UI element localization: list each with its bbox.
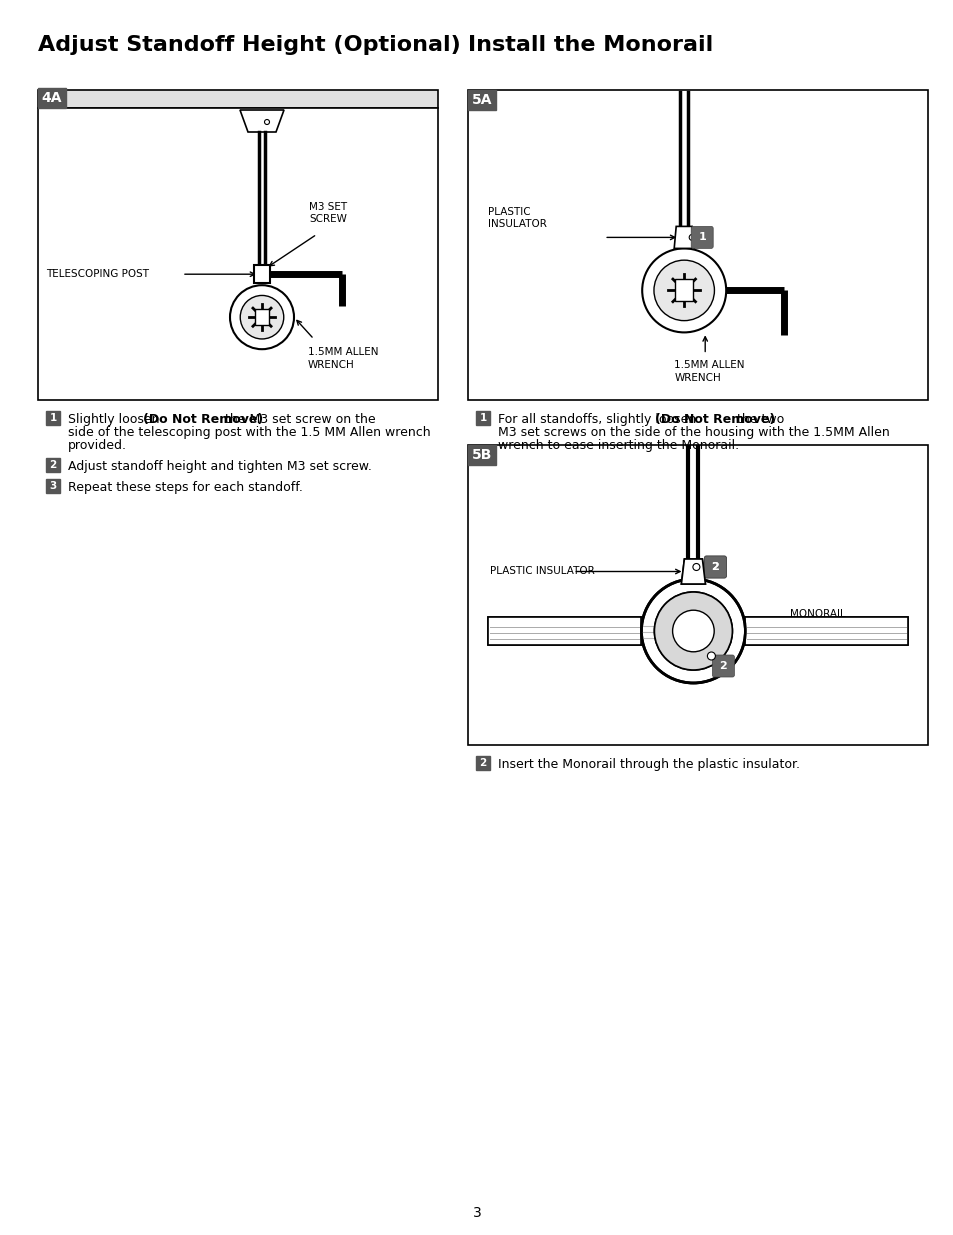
FancyBboxPatch shape xyxy=(703,556,725,578)
Bar xyxy=(46,479,60,493)
Circle shape xyxy=(640,579,744,683)
Text: 1: 1 xyxy=(478,412,486,424)
Text: 3: 3 xyxy=(472,1207,481,1220)
Bar xyxy=(468,90,927,400)
Polygon shape xyxy=(680,559,704,584)
Bar xyxy=(46,458,60,472)
Text: side of the telescoping post with the 1.5 MM Allen wrench: side of the telescoping post with the 1.… xyxy=(68,426,430,438)
Text: the two: the two xyxy=(733,412,784,426)
Text: M3 SET
SCREW: M3 SET SCREW xyxy=(309,201,347,225)
Text: 2: 2 xyxy=(719,661,726,671)
Bar xyxy=(468,445,496,466)
Bar xyxy=(476,756,490,769)
Polygon shape xyxy=(674,226,694,248)
Text: provided.: provided. xyxy=(68,438,127,452)
Text: the M3 set screw on the: the M3 set screw on the xyxy=(221,412,375,426)
Text: 1.5MM ALLEN
WRENCH: 1.5MM ALLEN WRENCH xyxy=(674,361,744,383)
Text: 1: 1 xyxy=(698,232,705,242)
Bar xyxy=(46,411,60,425)
Text: TELESCOPING POST: TELESCOPING POST xyxy=(46,269,149,279)
Circle shape xyxy=(264,120,269,125)
Text: 2: 2 xyxy=(711,562,719,572)
Text: Repeat these steps for each standoff.: Repeat these steps for each standoff. xyxy=(68,480,302,494)
Text: 4A: 4A xyxy=(42,91,62,105)
Text: 5B: 5B xyxy=(472,448,492,462)
Circle shape xyxy=(240,295,283,338)
Text: PLASTIC
INSULATOR: PLASTIC INSULATOR xyxy=(488,207,546,230)
Polygon shape xyxy=(240,110,284,132)
Circle shape xyxy=(692,563,700,571)
Bar xyxy=(488,618,907,645)
Bar xyxy=(254,309,269,325)
Circle shape xyxy=(230,285,294,350)
Bar xyxy=(675,279,693,301)
Text: PLASTIC INSULATOR: PLASTIC INSULATOR xyxy=(490,567,594,577)
Circle shape xyxy=(688,235,695,241)
FancyBboxPatch shape xyxy=(691,226,713,248)
FancyBboxPatch shape xyxy=(712,655,734,677)
Circle shape xyxy=(654,592,732,671)
Circle shape xyxy=(692,563,700,571)
Bar xyxy=(38,90,437,107)
Circle shape xyxy=(641,248,725,332)
Bar xyxy=(744,618,907,645)
Text: Adjust Standoff Height (Optional): Adjust Standoff Height (Optional) xyxy=(38,35,460,56)
Bar xyxy=(253,266,270,283)
Text: 2: 2 xyxy=(478,758,486,768)
Circle shape xyxy=(672,610,714,652)
Text: Adjust standoff height and tighten M3 set screw.: Adjust standoff height and tighten M3 se… xyxy=(68,459,372,473)
Text: For all standoffs, slightly loosen: For all standoffs, slightly loosen xyxy=(497,412,700,426)
Circle shape xyxy=(653,261,714,321)
Text: 5A: 5A xyxy=(471,93,492,107)
Bar xyxy=(468,445,927,745)
Text: 1: 1 xyxy=(50,412,56,424)
Bar xyxy=(476,411,490,425)
Text: MONORAIL: MONORAIL xyxy=(790,609,845,619)
Text: Slightly loosen: Slightly loosen xyxy=(68,412,163,426)
Text: (Do Not Remove): (Do Not Remove) xyxy=(143,412,263,426)
Circle shape xyxy=(654,592,732,671)
Text: 3: 3 xyxy=(50,480,56,492)
Bar xyxy=(38,107,437,400)
Polygon shape xyxy=(680,559,704,584)
Text: 2: 2 xyxy=(711,562,719,572)
Text: M3 set screws on the side of the housing with the 1.5MM Allen: M3 set screws on the side of the housing… xyxy=(497,426,889,438)
Text: (Do Not Remove): (Do Not Remove) xyxy=(655,412,775,426)
Text: 1.5MM ALLEN
WRENCH: 1.5MM ALLEN WRENCH xyxy=(308,347,378,369)
Text: wrench to ease inserting the Monorail.: wrench to ease inserting the Monorail. xyxy=(497,438,739,452)
Text: 2: 2 xyxy=(50,459,56,471)
Circle shape xyxy=(707,652,715,659)
Text: Insert the Monorail through the plastic insulator.: Insert the Monorail through the plastic … xyxy=(497,758,800,771)
FancyBboxPatch shape xyxy=(703,556,725,578)
Text: Install the Monorail: Install the Monorail xyxy=(468,35,713,56)
Bar xyxy=(468,90,496,110)
Bar xyxy=(488,618,640,645)
Circle shape xyxy=(672,610,714,652)
Bar xyxy=(38,88,66,107)
